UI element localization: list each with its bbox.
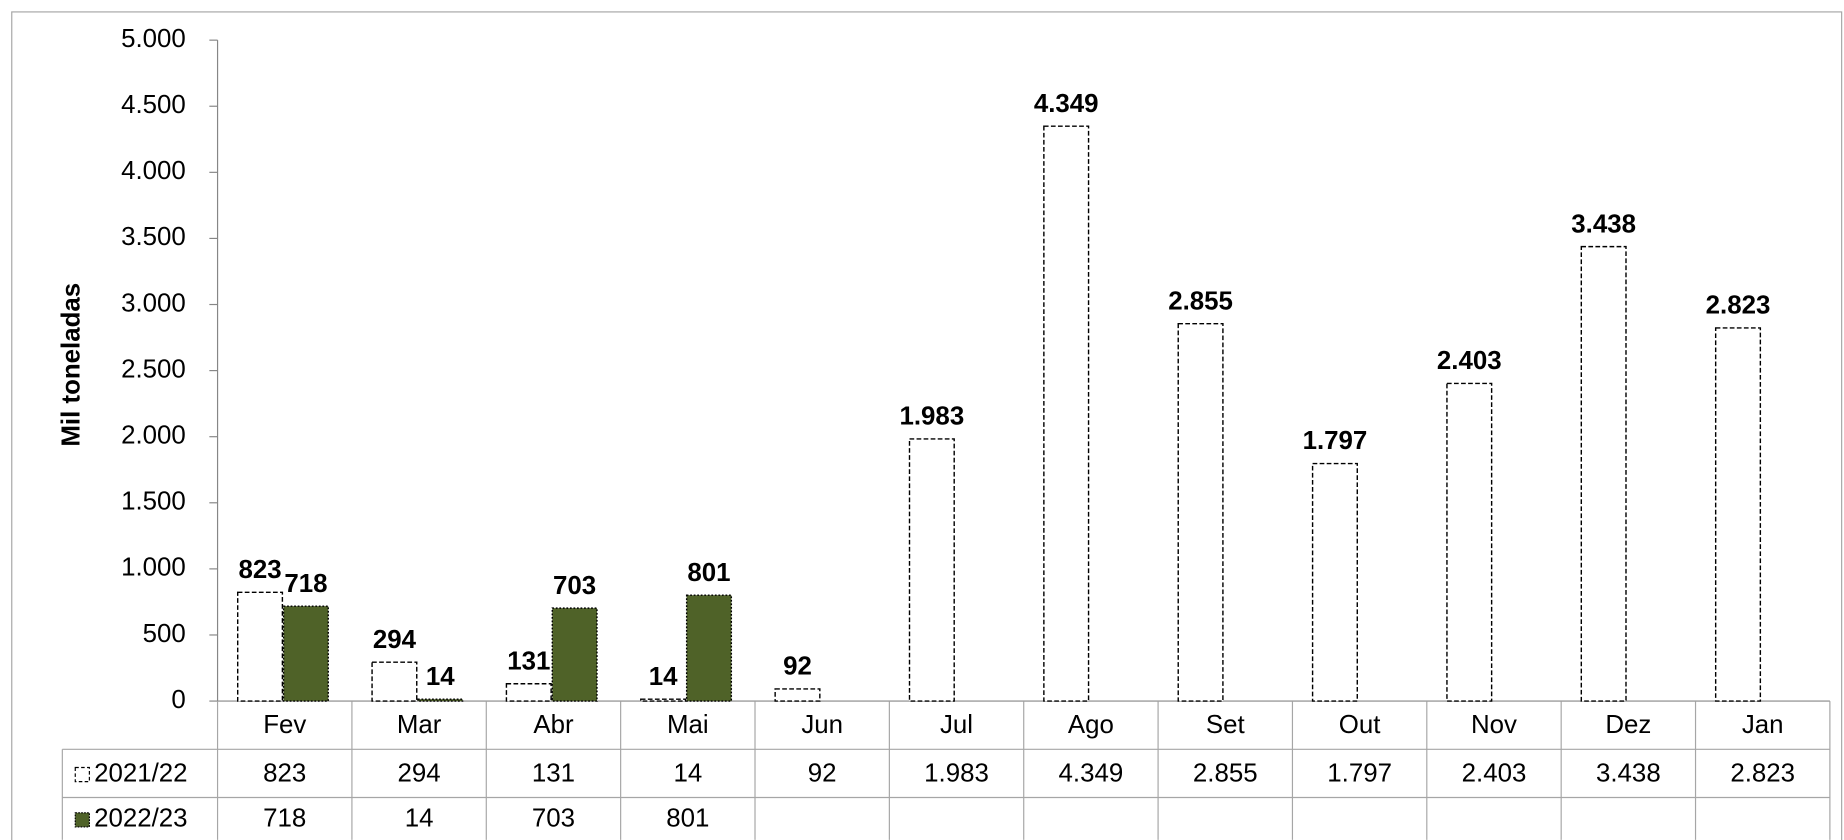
x-tick-label: Jan [1742,711,1784,739]
table-cell: 2.855 [1193,759,1258,787]
data-label: 14 [426,663,455,691]
bar [908,438,955,702]
data-label: 4.349 [1034,90,1099,118]
bar [417,698,464,702]
x-tick-label: Mar [397,711,442,739]
bar [685,594,733,702]
x-tick-label: Jun [801,711,843,739]
legend-label: 2021/22 [94,759,187,787]
data-label: 131 [507,647,550,675]
data-label: 1.797 [1303,427,1368,455]
data-label: 718 [284,570,327,598]
bar [236,591,284,702]
table-cell: 2.403 [1462,759,1527,787]
y-tick-label: 2.000 [121,422,186,450]
y-tick-label: 3.000 [121,289,186,317]
y-tick-label: 3.500 [121,223,186,251]
table-cell: 1.797 [1327,759,1392,787]
bar [371,661,418,702]
x-tick-label: Jul [940,711,973,739]
y-tick-label: 1.000 [121,554,186,582]
x-tick-label: Abr [533,711,574,739]
bar [282,605,329,702]
bar [774,688,821,702]
table-cell: 3.438 [1596,759,1661,787]
table-cell: 703 [532,805,575,833]
data-label: 823 [238,556,281,584]
legend-label: 2022/23 [94,805,187,833]
y-tick-label: 4.000 [121,157,186,185]
y-tick-label: 0 [171,686,185,714]
bar [1043,125,1090,702]
data-label: 3.438 [1571,210,1636,238]
x-tick-label: Dez [1605,711,1651,739]
x-tick-label: Ago [1068,711,1114,739]
bar [1714,327,1762,702]
y-tick-label: 5.000 [121,25,186,53]
bar [1580,245,1627,702]
x-tick-label: Out [1339,711,1381,739]
table-cell: 4.349 [1059,759,1124,787]
table-cell: 14 [673,759,702,787]
x-tick-label: Mai [667,711,709,739]
table-cell: 2.823 [1730,759,1795,787]
x-tick-label: Set [1206,711,1245,739]
data-label: 2.403 [1437,347,1502,375]
chart-border [11,11,1843,840]
y-tick-label: 1.500 [121,488,186,516]
data-label: 92 [783,653,812,681]
table-cell: 294 [398,759,441,787]
data-label: 294 [373,626,417,654]
data-label: 2.823 [1706,292,1771,320]
table-cell: 823 [263,759,306,787]
x-tick-label: Fev [263,711,306,739]
data-label: 801 [687,559,730,587]
y-axis-label: Mil toneladas [58,283,86,447]
bar [640,698,687,702]
bar [551,607,598,702]
bar [505,683,552,702]
data-label: 14 [649,663,678,691]
table-cell: 1.983 [924,759,989,787]
data-label: 2.855 [1168,287,1233,315]
data-label: 1.983 [899,403,964,431]
y-tick-label: 4.500 [121,91,186,119]
table-cell: 92 [808,759,837,787]
table-cell: 131 [532,759,575,787]
legend-swatch [74,766,90,783]
x-tick-label: Nov [1471,711,1517,739]
bar [1446,382,1493,702]
table-cell: 718 [263,805,306,833]
y-tick-label: 500 [143,620,186,648]
y-tick-label: 2.500 [121,355,186,383]
table-cell: 14 [405,805,434,833]
bar [1177,322,1224,702]
data-label: 703 [553,572,596,600]
legend-swatch [74,812,90,828]
bar [1311,462,1358,702]
table-cell: 801 [666,805,709,833]
